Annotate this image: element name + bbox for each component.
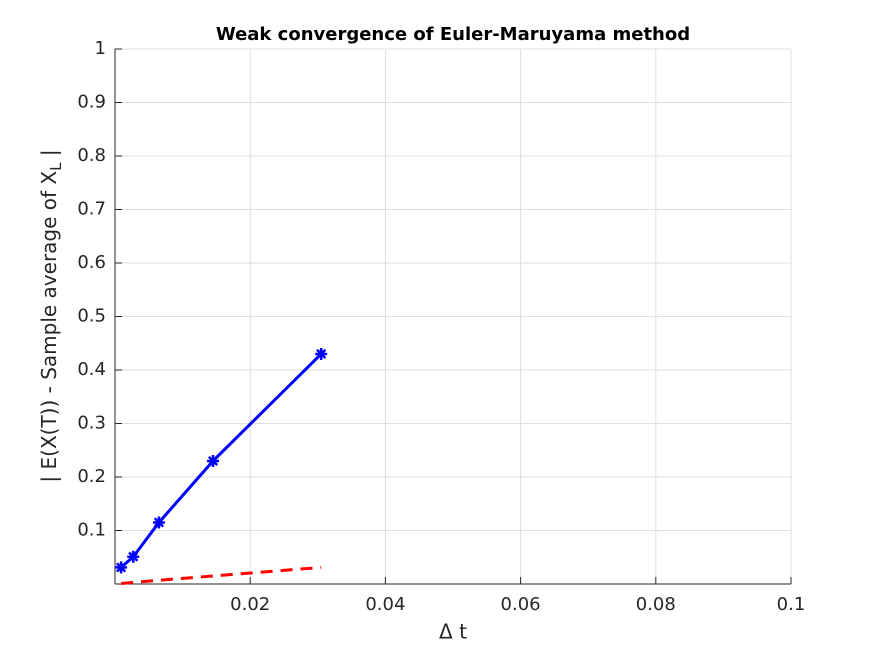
x-tick-label: 0.02 <box>230 594 270 615</box>
y-label-text: | E(X(T)) - Sample average of X <box>37 171 61 483</box>
y-axis-label: | E(X(T)) - Sample average of XL | <box>37 149 65 482</box>
y-tick-label: 0.4 <box>77 359 106 380</box>
y-tick-label: 0.9 <box>77 92 106 113</box>
y-tick-label: 0.6 <box>77 252 106 273</box>
x-axis-label: Δ t <box>439 620 467 644</box>
y-label-suffix: | <box>37 149 61 162</box>
y-tick-label: 0.8 <box>77 145 106 166</box>
y-tick-label: 0.3 <box>77 413 106 434</box>
y-tick-label: 0.7 <box>77 199 106 220</box>
y-label-subscript: L <box>47 162 65 171</box>
x-tick-label: 0.1 <box>777 594 806 615</box>
x-tick-label: 0.06 <box>501 594 541 615</box>
y-tick-label: 0.1 <box>77 520 106 541</box>
y-tick-label: 1 <box>95 38 106 59</box>
x-tick-label: 0.08 <box>636 594 676 615</box>
x-tick-label: 0.04 <box>365 594 405 615</box>
y-tick-label: 0.5 <box>77 306 106 327</box>
marker <box>152 516 165 529</box>
series-line <box>120 565 322 585</box>
marker <box>315 347 328 360</box>
marker <box>207 454 220 467</box>
marker <box>115 561 128 574</box>
marker <box>127 550 140 563</box>
y-tick-label: 0.2 <box>77 466 106 487</box>
chart-title: Weak convergence of Euler-Maruyama metho… <box>216 24 690 45</box>
